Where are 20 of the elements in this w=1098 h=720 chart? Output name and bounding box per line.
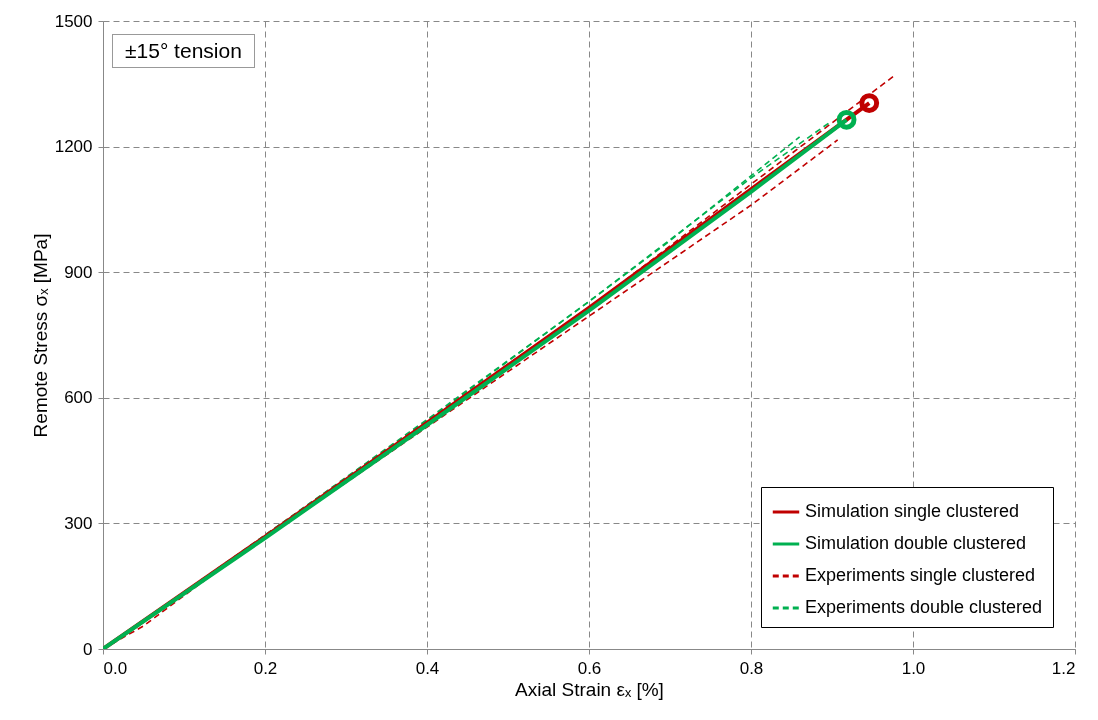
annotation: ±15° tension <box>112 34 255 68</box>
x-axis-title: Axial Strain εₓ [%] <box>515 678 664 700</box>
y-tick-label: 300 <box>64 513 93 533</box>
y-tick-label: 1500 <box>54 11 93 31</box>
x-tick-label: 0.6 <box>577 658 602 678</box>
y-tick-label: 0 <box>83 639 93 659</box>
y-tick-label: 600 <box>64 388 93 408</box>
legend-label: Simulation double clustered <box>805 533 1027 553</box>
legend-label: Simulation single clustered <box>805 501 1020 521</box>
x-tick-label: 0.0 <box>103 658 128 678</box>
y-tick-label: 1200 <box>54 137 93 157</box>
y-tick-label: 900 <box>64 262 93 282</box>
x-tick-label: 0.4 <box>415 658 440 678</box>
y-axis-title: Remote Stress σₓ [MPa] <box>29 233 51 438</box>
x-tick-label: 1.2 <box>1051 658 1076 678</box>
x-tick-label: 1.0 <box>901 658 926 678</box>
x-tick-label: 0.8 <box>739 658 764 678</box>
x-tick-label: 0.2 <box>253 658 278 678</box>
legend-label: Experiments double clustered <box>805 597 1043 617</box>
legend-label: Experiments single clustered <box>805 565 1036 585</box>
